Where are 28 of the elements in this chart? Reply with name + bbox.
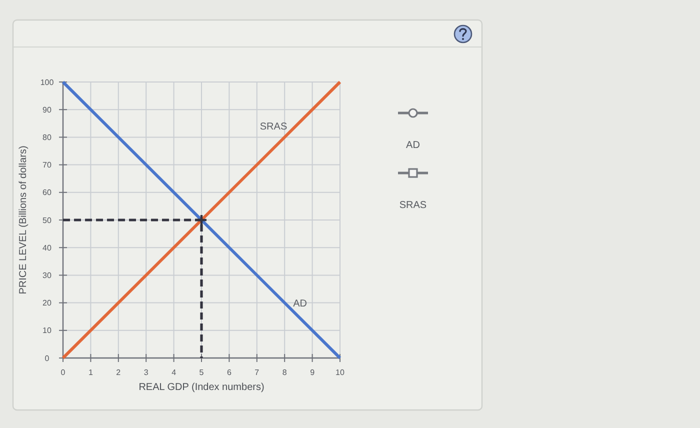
y-tick-label: 80 [42,133,52,142]
series-label: AD [293,298,308,310]
y-tick-label: 90 [42,105,52,114]
y-tick-label: 70 [42,160,52,170]
x-tick-label: 1 [88,368,94,377]
y-tick-label: 10 [42,326,52,336]
y-tick-label: 0 [44,354,50,363]
x-tick-label: 5 [199,368,204,377]
y-tick-label: 30 [42,271,52,280]
x-tick-label: 4 [172,368,177,377]
x-tick-label: 10 [336,368,345,377]
x-tick-label: 2 [116,368,122,377]
x-tick-label: 6 [226,368,232,377]
x-axis-title: REAL GDP (Index numbers) [138,382,264,393]
y-tick-label: 40 [42,243,52,252]
x-tick-label: 3 [144,368,149,377]
x-tick-label: 8 [282,368,288,377]
series-label: SRAS [260,122,288,133]
x-tick-label: 0 [60,368,66,377]
text: AD [406,140,420,151]
y-tick-label: 60 [42,188,52,198]
y-axis-title: PRICE LEVEL (Billions of dollars) [18,146,29,294]
text: SRAS [399,200,427,211]
x-tick-label: 7 [254,368,260,377]
y-tick-label: 50 [42,216,52,225]
y-tick-label: 100 [40,78,54,87]
x-tick-label: 9 [310,368,316,377]
y-tick-label: 20 [42,298,52,308]
